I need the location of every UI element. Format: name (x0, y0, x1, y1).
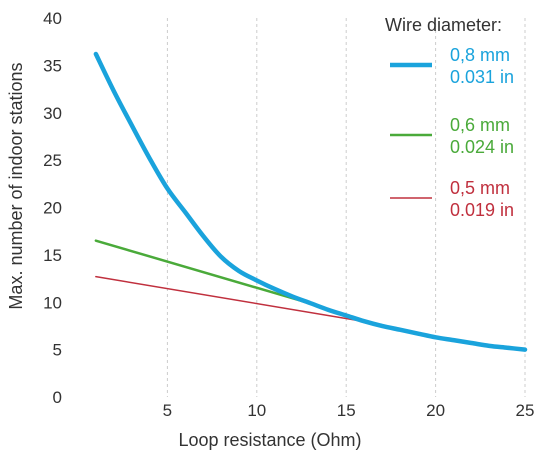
y-tick-label: 20 (43, 199, 62, 218)
legend-title: Wire diameter: (385, 15, 502, 35)
legend-label: 0.019 in (450, 200, 514, 220)
series-line-2 (95, 275, 369, 323)
legend: Wire diameter: 0,8 mm0.031 in 0,6 mm0.024… (385, 15, 514, 220)
y-tick-label: 40 (43, 9, 62, 28)
x-tick-label: 20 (426, 401, 445, 420)
y-axis-label: Max. number of indoor stations (6, 62, 26, 309)
y-tick-label: 25 (43, 151, 62, 170)
y-tick-label: 10 (43, 293, 62, 312)
y-tick-label: 0 (53, 388, 62, 407)
x-tick-label: 25 (516, 401, 535, 420)
x-tick-label: 15 (337, 401, 356, 420)
series-line-0 (93, 51, 528, 352)
y-tick-label: 5 (53, 341, 62, 360)
legend-label: 0,6 mm (450, 115, 510, 135)
legend-label: 0,5 mm (450, 178, 510, 198)
y-tick-label: 30 (43, 104, 62, 123)
x-tick-label: 5 (163, 401, 172, 420)
legend-label: 0.024 in (450, 137, 514, 157)
legend-label: 0.031 in (450, 67, 514, 87)
tick-labels: 5 10 15 20 25 0 5 10 15 20 25 30 35 40 (43, 9, 534, 420)
x-tick-label: 10 (247, 401, 266, 420)
series-group (93, 51, 528, 352)
series-line-1 (94, 239, 318, 307)
x-axis-label: Loop resistance (Ohm) (178, 430, 361, 450)
legend-label: 0,8 mm (450, 45, 510, 65)
y-tick-label: 15 (43, 246, 62, 265)
y-tick-label: 35 (43, 56, 62, 75)
